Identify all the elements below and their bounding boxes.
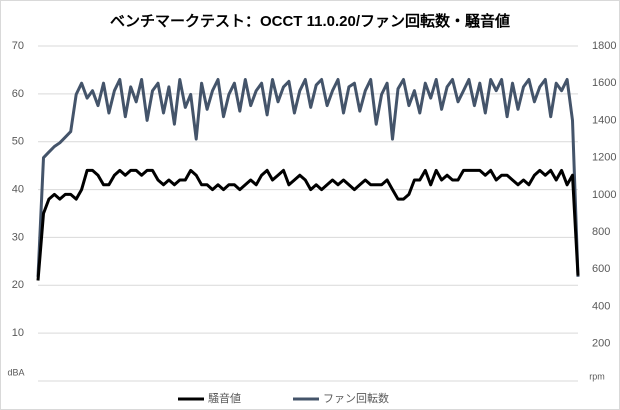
y2-axis-label: rpm [589,371,605,381]
y-tick-label: 50 [12,136,24,148]
y2-tick-label: 800 [592,226,610,238]
y2-tick-label: 1600 [592,77,616,89]
y2-tick-label: 1400 [592,114,616,126]
legend-label: ファン回転数 [323,392,389,405]
y-tick-label: 10 [12,327,24,339]
y2-tick-label: 600 [592,263,610,275]
y2-tick-label: 400 [592,300,610,312]
y-tick-label: 40 [12,183,24,195]
y-tick-label: 20 [12,279,24,291]
y-tick-label: 70 [12,40,24,52]
y-axis-label: dBA [7,367,24,377]
legend-label: 騒音値 [208,391,241,405]
y2-tick-label: 1800 [592,40,616,52]
data-line [36,78,580,277]
y2-tick-label: 1000 [592,189,616,201]
chart-title: ベンチマークテスト：OCCT 11.0.20/ファン回転数・騒音値 [110,12,510,30]
y-tick-label: 60 [12,88,24,100]
data-line [36,168,580,281]
y-tick-label: 30 [12,231,24,243]
y2-tick-label: 200 [592,338,610,350]
y2-tick-label: 1200 [592,152,616,164]
